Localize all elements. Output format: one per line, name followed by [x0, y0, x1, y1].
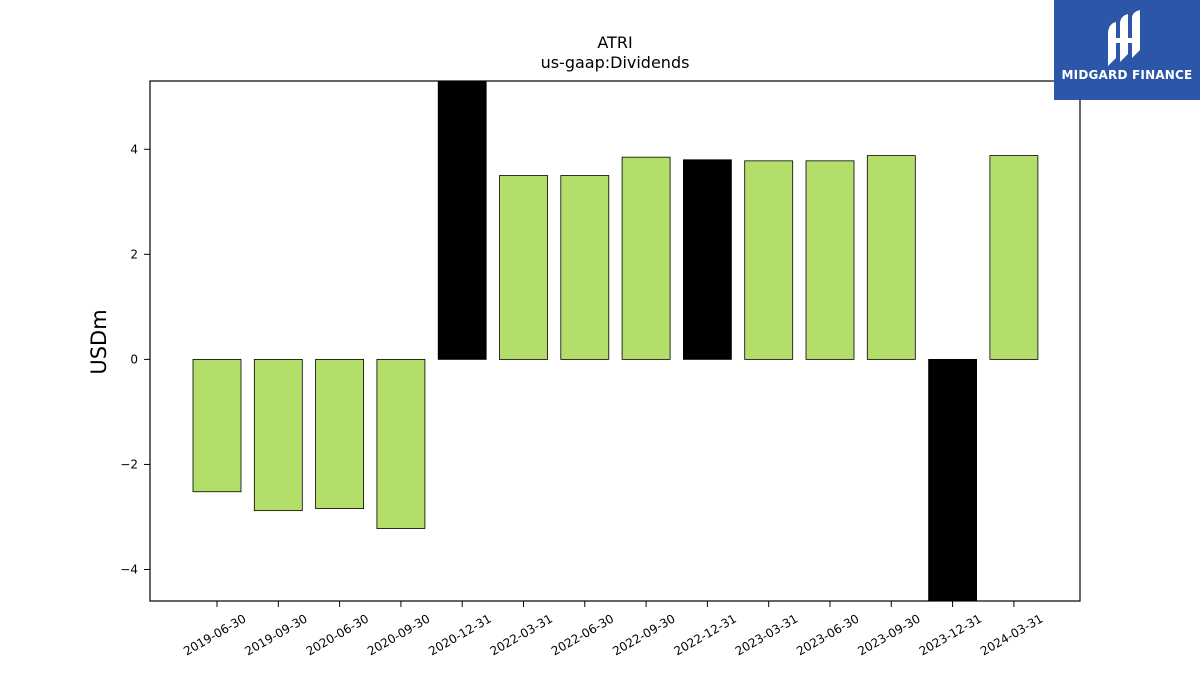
bar-2022-03-31	[499, 175, 548, 360]
bar-2020-09-30	[376, 358, 426, 529]
plot-frame	[149, 80, 1081, 602]
y-axis-label: USDm	[87, 309, 111, 374]
x-axis-ticks: 2019-06-302019-09-302020-06-302020-09-30…	[181, 601, 1045, 658]
bar-2022-09-30	[621, 156, 671, 360]
bar-2020-06-30	[315, 358, 365, 509]
x-tick-label: 2022-12-31	[671, 611, 738, 658]
x-tick-label: 2023-06-30	[794, 611, 861, 658]
x-tick-label: 2023-12-31	[917, 611, 984, 658]
y-tick-label: −4	[120, 562, 138, 576]
x-tick-label: 2023-09-30	[855, 611, 922, 658]
x-tick-label: 2019-09-30	[242, 611, 309, 658]
chart-title: ATRI	[597, 33, 632, 52]
y-tick-label: 2	[130, 247, 138, 261]
midgard-logo-icon	[1108, 10, 1140, 66]
x-tick-label: 2022-09-30	[610, 611, 677, 658]
bar-2024-03-31	[989, 155, 1039, 360]
x-tick-label: 2020-09-30	[365, 611, 432, 658]
bar-2023-09-30	[866, 155, 916, 360]
x-tick-label: 2019-06-30	[181, 611, 248, 658]
y-axis-ticks: −4 −2 0 2 4	[120, 142, 150, 576]
bar-2019-06-30	[192, 358, 242, 493]
chart-subtitle: us-gaap:Dividends	[541, 53, 690, 72]
x-tick-label: 2020-06-30	[304, 611, 371, 658]
bar-2022-06-30	[560, 175, 610, 360]
bar-2023-12-31	[928, 358, 977, 602]
bar-2022-12-31	[683, 159, 732, 360]
bar-2019-09-30	[253, 358, 303, 512]
y-tick-label: −2	[120, 457, 138, 471]
bar-2023-06-30	[805, 160, 855, 360]
x-tick-label: 2020-12-31	[426, 611, 493, 658]
x-tick-label: 2023-03-31	[733, 611, 800, 658]
logo-text: MIDGARD FINANCE	[1061, 68, 1193, 82]
bar-series	[192, 80, 1039, 602]
y-tick-label: 4	[130, 142, 138, 156]
x-tick-label: 2024-03-31	[978, 611, 1045, 658]
x-tick-label: 2022-03-31	[488, 611, 555, 658]
midgard-finance-logo: MIDGARD FINANCE	[1054, 0, 1200, 100]
x-tick-label: 2022-06-30	[549, 611, 616, 658]
bar-2020-12-31	[437, 80, 487, 360]
y-tick-label: 0	[130, 352, 138, 366]
bar-2023-03-31	[744, 160, 794, 360]
